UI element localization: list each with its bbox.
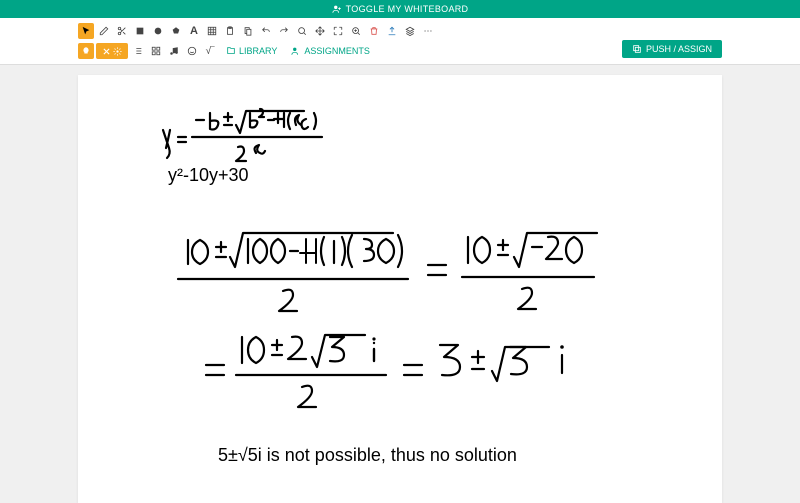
- paste-tool[interactable]: [240, 23, 256, 39]
- circle-tool[interactable]: [150, 23, 166, 39]
- list-tool[interactable]: [130, 43, 146, 59]
- fit-tool[interactable]: [330, 23, 346, 39]
- assignments-label: ASSIGNMENTS: [304, 46, 370, 56]
- pencil-tool[interactable]: [96, 23, 112, 39]
- undo-tool[interactable]: [258, 23, 274, 39]
- sqrt-tool[interactable]: √‾: [202, 43, 218, 59]
- settings-tool[interactable]: [96, 43, 128, 59]
- push-assign-button[interactable]: PUSH / ASSIGN: [622, 40, 722, 58]
- redo-tool[interactable]: [276, 23, 292, 39]
- library-label: LIBRARY: [239, 46, 277, 56]
- typed-equation: y²-10y+30: [168, 165, 249, 186]
- move-tool[interactable]: [312, 23, 328, 39]
- toolbar-row-1: A: [78, 22, 722, 40]
- typed-conclusion: 5±√5i is not possible, thus no solution: [218, 445, 517, 466]
- toggle-whiteboard-label: TOGGLE MY WHITEBOARD: [346, 4, 469, 14]
- hint-tool[interactable]: [78, 43, 94, 59]
- upload-tool[interactable]: [384, 23, 400, 39]
- music-tool[interactable]: [166, 43, 182, 59]
- text-bold-tool[interactable]: A: [186, 23, 202, 39]
- more-tool[interactable]: [420, 23, 436, 39]
- user-plus-icon: [332, 4, 342, 14]
- square-tool[interactable]: [132, 23, 148, 39]
- top-toggle-bar[interactable]: TOGGLE MY WHITEBOARD: [0, 0, 800, 18]
- polygon-tool[interactable]: [168, 23, 184, 39]
- grid-tool[interactable]: [148, 43, 164, 59]
- toolbar: A √‾ LIBRARY ASSIGNMENTS: [0, 18, 800, 65]
- smile-tool[interactable]: [184, 43, 200, 59]
- trash-tool[interactable]: [366, 23, 382, 39]
- zoom-reset-tool[interactable]: [294, 23, 310, 39]
- canvas-area: y²-10y+30 5±√5i is not possible, thus no…: [0, 65, 800, 503]
- zoom-in-tool[interactable]: [348, 23, 364, 39]
- scissors-tool[interactable]: [114, 23, 130, 39]
- handwriting-layer: [78, 75, 722, 495]
- table-tool[interactable]: [204, 23, 220, 39]
- push-assign-label: PUSH / ASSIGN: [646, 44, 712, 54]
- cursor-tool[interactable]: [78, 23, 94, 39]
- layers-tool[interactable]: [402, 23, 418, 39]
- clipboard-tool[interactable]: [222, 23, 238, 39]
- whiteboard[interactable]: y²-10y+30 5±√5i is not possible, thus no…: [78, 75, 722, 503]
- library-link[interactable]: LIBRARY: [220, 46, 283, 56]
- assignments-link[interactable]: ASSIGNMENTS: [285, 46, 376, 56]
- copy-icon: [632, 44, 642, 54]
